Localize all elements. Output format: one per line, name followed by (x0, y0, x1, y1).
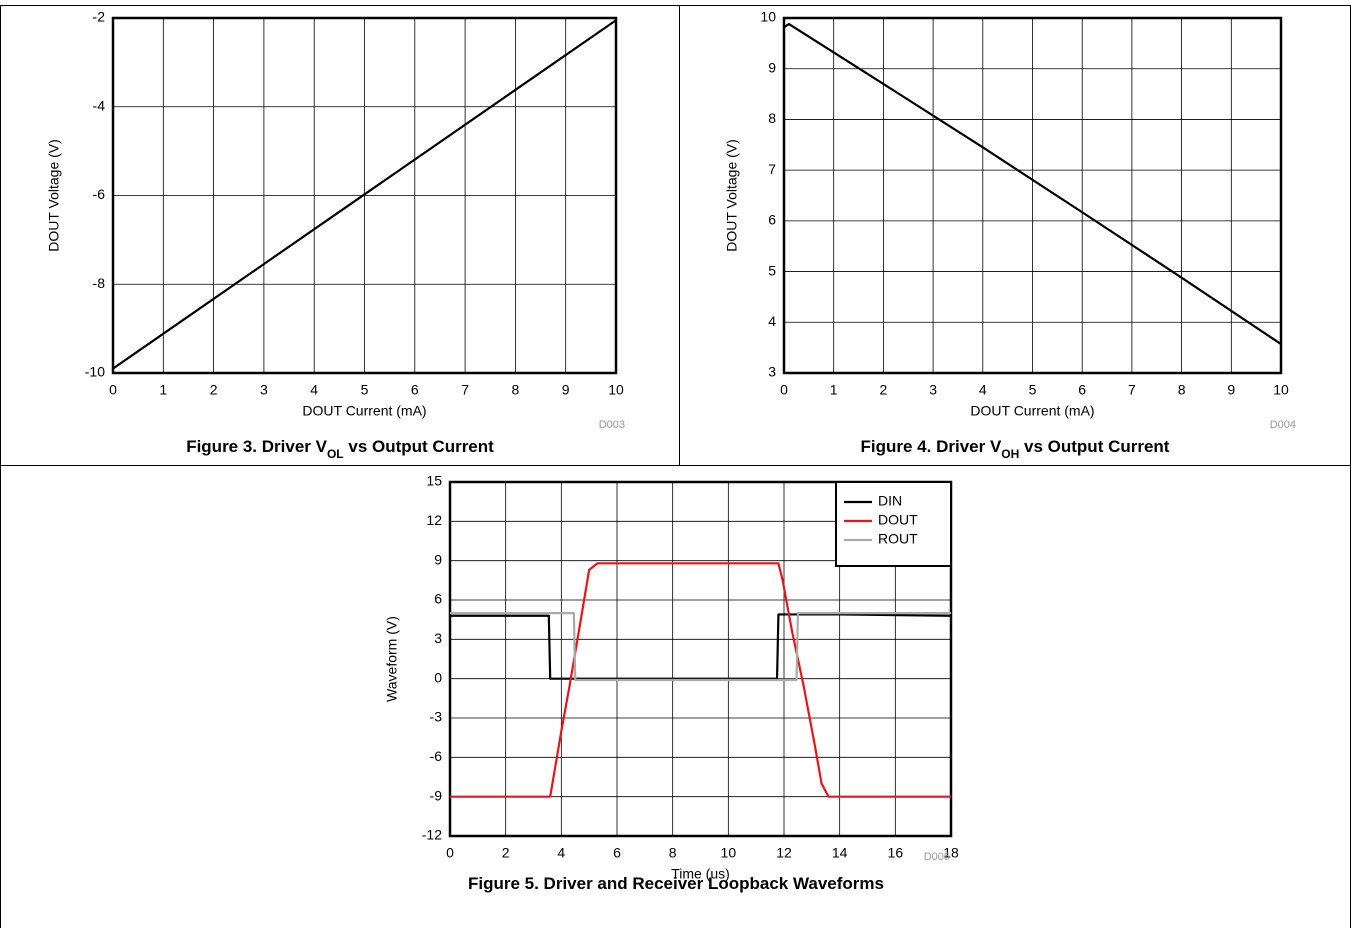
x-tick-label: 9 (1227, 382, 1235, 398)
y-tick-label: 6 (434, 591, 442, 607)
x-tick-label: 8 (669, 845, 677, 861)
x-tick-label: 7 (461, 382, 469, 398)
y-axis-label: DOUT Voltage (V) (46, 139, 62, 252)
data-line (450, 613, 952, 680)
chart-title: Figure 4. Driver VOH vs Output Current (861, 437, 1170, 461)
y-axis-label: Waveform (V) (384, 616, 400, 702)
x-tick-label: 10 (1273, 382, 1289, 398)
chart-title: Figure 5. Driver and Receiver Loopback W… (468, 874, 884, 893)
data-line (783, 22, 1282, 346)
x-tick-label: 16 (888, 845, 904, 861)
y-tick-label: 3 (434, 630, 442, 646)
x-tick-label: 6 (1078, 382, 1086, 398)
figure-code: D003 (599, 419, 625, 431)
plot-frame (782, 16, 1283, 375)
x-axis-label: Time (us) (671, 866, 730, 882)
data-line (450, 612, 951, 682)
y-tick-label: -6 (93, 186, 106, 202)
y-tick-label: 9 (434, 551, 442, 567)
y-axis-label: DOUT Voltage (V) (724, 139, 740, 252)
legend-box (835, 481, 952, 567)
x-tick-label: 18 (943, 845, 959, 861)
plot-frame (448, 480, 953, 838)
x-tick-label: 8 (512, 382, 520, 398)
x-tick-label: 3 (929, 382, 937, 398)
figure-code: D004 (1270, 419, 1296, 431)
y-tick-label: 6 (768, 212, 776, 228)
x-tick-label: 2 (210, 382, 218, 398)
y-tick-label: -9 (430, 787, 443, 803)
x-tick-label: 12 (776, 845, 792, 861)
x-tick-label: 2 (880, 382, 888, 398)
x-tick-label: 5 (1029, 382, 1037, 398)
plot-frame (111, 16, 618, 375)
x-tick-label: 7 (1128, 382, 1136, 398)
x-tick-label: 6 (411, 382, 419, 398)
y-tick-label: 15 (426, 473, 442, 489)
y-tick-label: 9 (768, 59, 776, 75)
x-tick-label: 6 (613, 845, 621, 861)
x-tick-label: 8 (1178, 382, 1186, 398)
figure-code: D005 (924, 851, 950, 863)
y-tick-label: -12 (422, 827, 442, 843)
title-segment: OL (327, 447, 344, 461)
x-tick-label: 0 (446, 845, 454, 861)
title-segment: OH (1001, 447, 1019, 461)
data-line (450, 562, 951, 798)
y-tick-label: -10 (85, 364, 105, 380)
y-tick-label: -4 (93, 97, 106, 113)
x-tick-label: 10 (608, 382, 624, 398)
y-tick-label: 10 (760, 9, 776, 25)
y-tick-label: 4 (768, 313, 776, 329)
x-axis-label: DOUT Current (mA) (302, 403, 426, 419)
y-tick-label: -3 (430, 709, 443, 725)
legend-label: DOUT (878, 512, 918, 528)
title-segment: Figure 4. Driver V (861, 437, 1002, 456)
x-tick-label: 5 (361, 382, 369, 398)
x-tick-label: 4 (979, 382, 987, 398)
x-tick-label: 0 (109, 382, 117, 398)
y-tick-label: 5 (768, 262, 776, 278)
y-tick-label: 0 (434, 669, 442, 685)
table-borders (0, 5, 1351, 928)
x-tick-label: 1 (159, 382, 167, 398)
title-segment: Figure 3. Driver V (186, 437, 327, 456)
x-tick-label: 10 (721, 845, 737, 861)
y-tick-label: 3 (768, 364, 776, 380)
x-axis-label: DOUT Current (mA) (970, 403, 1094, 419)
y-tick-label: -6 (430, 748, 443, 764)
x-tick-label: 4 (557, 845, 565, 861)
data-line (112, 19, 617, 370)
y-tick-label: -2 (93, 9, 106, 25)
chart-title: Figure 3. Driver VOL vs Output Current (186, 437, 494, 461)
legend-label: DIN (878, 493, 902, 509)
title-segment: vs Output Current (1019, 437, 1170, 456)
legend-label: ROUT (878, 531, 918, 547)
x-tick-label: 1 (830, 382, 838, 398)
x-tick-label: 2 (502, 845, 510, 861)
x-tick-label: 9 (562, 382, 570, 398)
title-segment: vs Output Current (344, 437, 495, 456)
y-tick-label: 7 (768, 161, 776, 177)
x-tick-label: 0 (780, 382, 788, 398)
x-tick-label: 3 (260, 382, 268, 398)
x-tick-label: 14 (832, 845, 848, 861)
y-tick-label: 12 (426, 512, 442, 528)
x-tick-label: 4 (310, 382, 318, 398)
y-tick-label: 8 (768, 110, 776, 126)
y-tick-label: -8 (93, 275, 106, 291)
title-segment: Figure 5. Driver and Receiver Loopback W… (468, 874, 884, 893)
